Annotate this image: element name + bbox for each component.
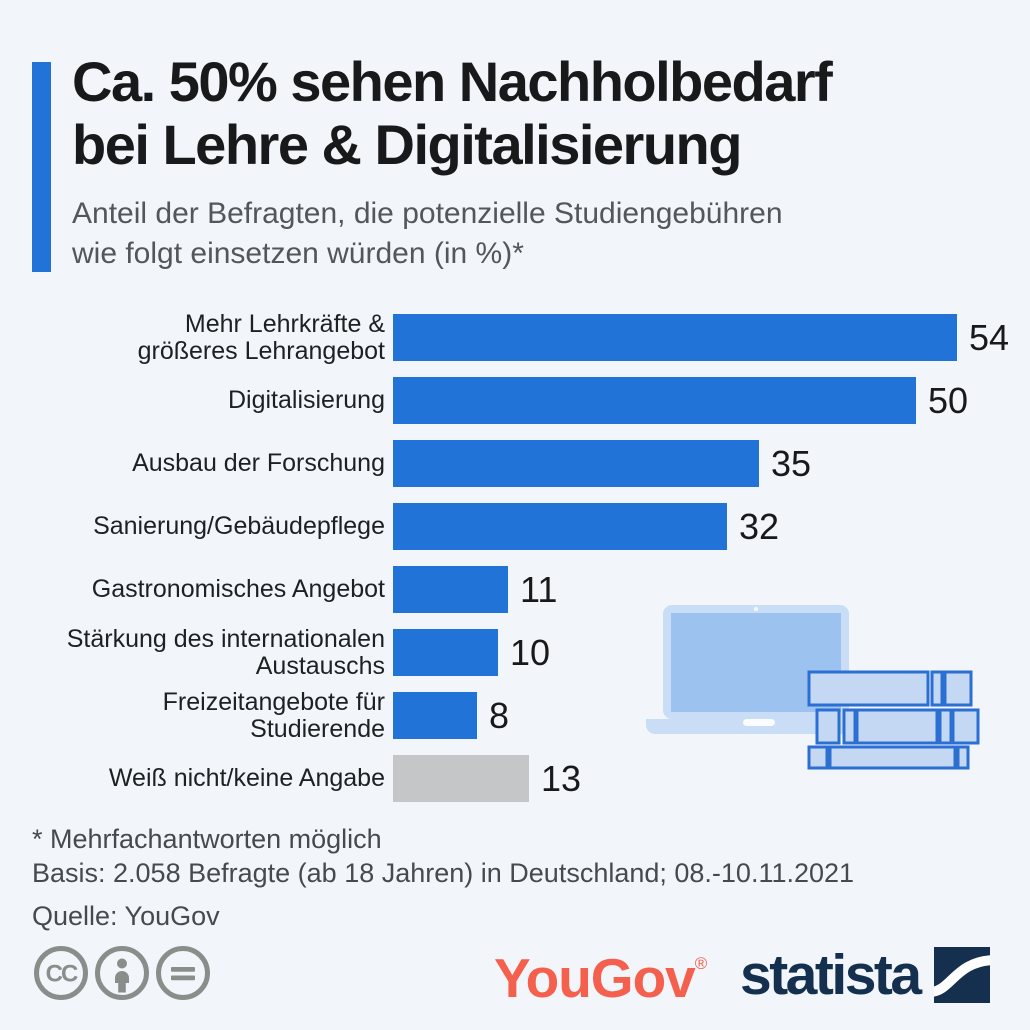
registered-mark: ® (694, 954, 707, 973)
equals-icon (156, 946, 210, 1000)
footnote-source: Quelle: YouGov (32, 901, 220, 931)
bar-value: 11 (520, 568, 558, 610)
bar-label: Freizeitangebote für Studierende (162, 687, 385, 743)
bar (393, 503, 727, 550)
svg-text:CC: CC (46, 961, 78, 988)
bar-value: 54 (969, 316, 1010, 358)
subtitle-line-2: wie folgt einsetzen würden (in %)* (72, 237, 524, 270)
footnotes: * Mehrfachantworten möglich Basis: 2.058… (32, 822, 854, 933)
statista-logo-text: statista (740, 943, 922, 1007)
chart-row: Mehr Lehrkräfte & größeres Lehrangebot 54 (32, 306, 1012, 369)
chart-row: Sanierung/Gebäudepflege 32 (32, 495, 1012, 558)
bar-value: 50 (928, 379, 969, 421)
chart-row: Gastronomisches Angebot 11 (32, 558, 1012, 621)
statista-logo: statista (740, 942, 990, 1008)
bar (393, 692, 477, 739)
chart-row: Freizeitangebote für Studierende 8 (32, 684, 1012, 747)
yougov-logo: YouGov® (494, 946, 707, 1010)
cc-icon (34, 946, 88, 1000)
chart-row: Weiß nicht/keine Angabe 13 (32, 747, 1012, 810)
bar (393, 629, 498, 676)
bar (393, 377, 916, 424)
bar-chart: Mehr Lehrkräfte & größeres Lehrangebot 54… (32, 306, 1012, 810)
bar-label: Ausbau der Forschung (132, 449, 385, 477)
statista-logo-mark (933, 947, 990, 1003)
creative-commons-icons: CC (34, 946, 210, 1000)
title-accent-bar (32, 62, 51, 272)
title-line-1: Ca. 50% sehen Nachholbedarf (72, 50, 833, 113)
subtitle-line-1: Anteil der Befragten, die potenzielle St… (72, 197, 783, 230)
chart-row: Stärkung des internationalen Austauschs 1… (32, 621, 1012, 684)
bar (393, 440, 759, 487)
chart-row: Ausbau der Forschung 35 (32, 432, 1012, 495)
page-title: Ca. 50% sehen Nachholbedarf bei Lehre & … (72, 50, 1012, 176)
bar-value: 32 (739, 505, 780, 547)
chart-subtitle: Anteil der Befragten, die potenzielle St… (72, 194, 972, 274)
bar (393, 314, 957, 361)
bar (393, 755, 529, 802)
bar-label: Digitalisierung (227, 386, 385, 414)
title-line-2: bei Lehre & Digitalisierung (72, 113, 742, 176)
attribution-icon (95, 946, 149, 1000)
bar-label: Mehr Lehrkräfte & größeres Lehrangebot (137, 309, 385, 365)
footnote-multiple-answers: * Mehrfachantworten möglich (32, 824, 382, 854)
bar-label: Gastronomisches Angebot (91, 575, 385, 603)
bar-value: 8 (489, 694, 510, 736)
bar-label: Weiß nicht/keine Angabe (108, 764, 385, 792)
bar (393, 566, 508, 613)
footnote-basis: Basis: 2.058 Befragte (ab 18 Jahren) in … (32, 858, 855, 888)
bar-label: Sanierung/Gebäudepflege (93, 512, 385, 540)
bar-value: 35 (771, 442, 812, 484)
books-icon (807, 670, 980, 770)
bar-value: 10 (510, 631, 551, 673)
bar-value: 13 (541, 757, 582, 799)
bar-label: Stärkung des internationalen Austauschs (66, 624, 385, 680)
yougov-logo-text: YouGov (494, 947, 696, 1009)
chart-row: Digitalisierung 50 (32, 369, 1012, 432)
laptop-and-books-illustration (646, 605, 980, 770)
